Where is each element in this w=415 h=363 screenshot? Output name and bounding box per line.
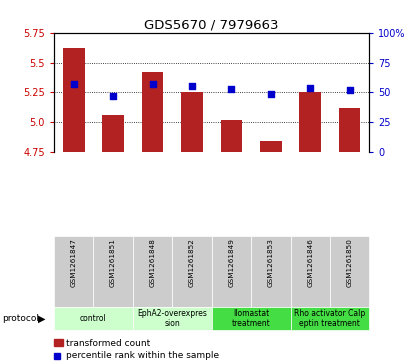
Point xyxy=(307,85,314,91)
Bar xyxy=(260,142,282,152)
Text: control: control xyxy=(80,314,107,323)
Text: GSM1261848: GSM1261848 xyxy=(149,238,156,287)
Text: ▶: ▶ xyxy=(38,314,45,323)
Bar xyxy=(142,72,164,152)
Text: Rho activator Calp
eptin treatment: Rho activator Calp eptin treatment xyxy=(294,309,366,328)
Title: GDS5670 / 7979663: GDS5670 / 7979663 xyxy=(144,19,279,32)
Text: EphA2-overexpres
sion: EphA2-overexpres sion xyxy=(137,309,207,328)
Bar xyxy=(299,93,321,152)
Bar xyxy=(102,115,124,152)
Point xyxy=(347,87,353,93)
Text: GSM1261849: GSM1261849 xyxy=(228,238,234,287)
Point xyxy=(189,83,195,89)
Text: transformed count: transformed count xyxy=(66,339,150,347)
Point xyxy=(110,93,117,99)
Point xyxy=(149,81,156,87)
Text: Ilomastat
treatment: Ilomastat treatment xyxy=(232,309,271,328)
Bar xyxy=(63,48,85,152)
Point xyxy=(71,81,77,87)
Bar xyxy=(339,108,361,152)
Text: GSM1261846: GSM1261846 xyxy=(307,238,313,287)
Text: protocol: protocol xyxy=(2,314,39,323)
Text: GSM1261847: GSM1261847 xyxy=(71,238,77,287)
Text: GSM1261850: GSM1261850 xyxy=(347,238,353,287)
Text: GSM1261853: GSM1261853 xyxy=(268,238,274,287)
Text: percentile rank within the sample: percentile rank within the sample xyxy=(66,351,219,360)
Bar xyxy=(220,120,242,152)
Point xyxy=(268,91,274,97)
Bar xyxy=(181,93,203,152)
Text: GSM1261851: GSM1261851 xyxy=(110,238,116,287)
Point xyxy=(228,86,235,92)
Text: GSM1261852: GSM1261852 xyxy=(189,238,195,287)
